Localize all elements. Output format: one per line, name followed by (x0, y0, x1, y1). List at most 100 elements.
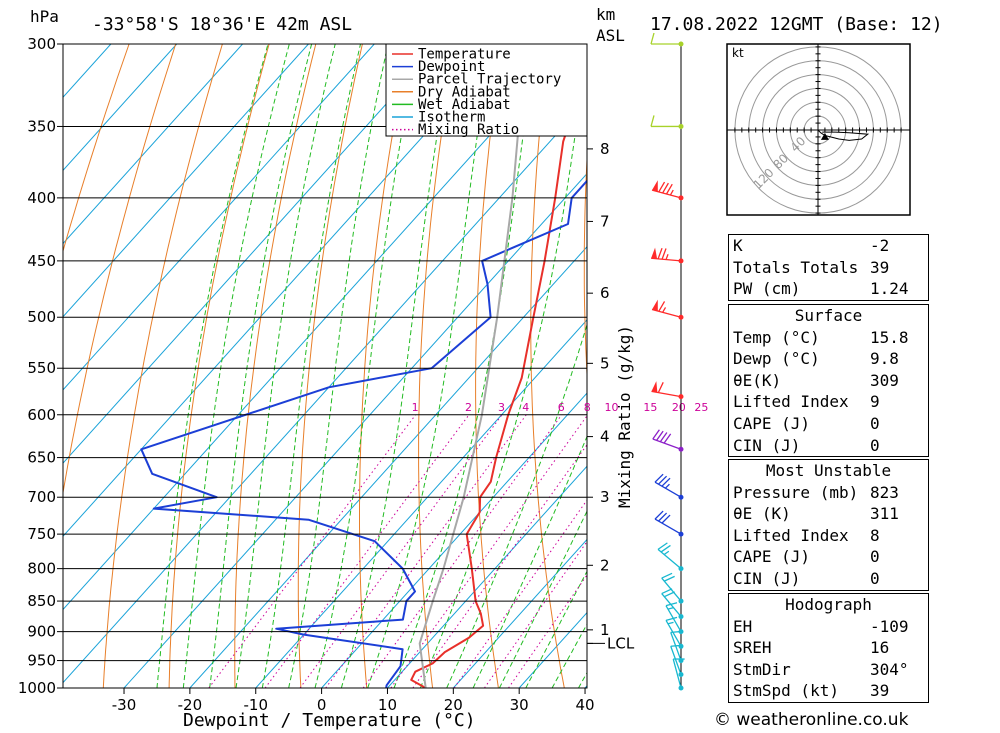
isotherm-line (63, 44, 309, 318)
copyright-link[interactable]: © weatheronline.co.uk (714, 710, 909, 730)
legend-label: Temperature (418, 47, 511, 63)
index-label: StmDir (733, 659, 791, 679)
wind-barb-shaft (670, 646, 682, 675)
index-label: θE (K) (733, 504, 791, 524)
surface-row: Dewp (°C) 9.8 (729, 348, 928, 370)
mixing-ratio-label: 6 (558, 401, 565, 414)
mixing-ratio-line (484, 540, 587, 688)
wind-barb-pennant (651, 247, 658, 259)
temperature-tick-label: -30 (112, 696, 137, 714)
index-label: Dewp (°C) (733, 349, 820, 369)
index-row-totals: Totals Totals 39 (729, 257, 928, 279)
wind-barb-feather (654, 473, 664, 483)
dry-adiabat-line (418, 44, 457, 688)
mixing-ratio-label: 15 (643, 401, 657, 414)
index-label: EH (733, 616, 753, 636)
height-unit-asl: ASL (596, 26, 625, 45)
wind-barb (651, 180, 684, 201)
hodo-row: StmDir 304° (729, 659, 928, 681)
wet-adiabat-line (288, 44, 389, 688)
wind-barb-feather (662, 307, 667, 313)
wind-barb (661, 572, 684, 604)
x-axis-title: Dewpoint / Temperature (°C) (183, 710, 476, 731)
wind-barb-shaft (672, 658, 682, 689)
height-tick-label: 6 (600, 284, 610, 302)
wind-barb (651, 299, 684, 320)
pressure-tick-label: 900 (27, 623, 56, 641)
index-value: 9.8 (870, 349, 899, 369)
wind-barb-feather (661, 248, 667, 260)
index-value: 8 (870, 525, 880, 545)
wind-barb-feather (664, 591, 675, 598)
hodograph-unit-label: kt (732, 46, 744, 60)
index-table-basic: K -2 Totals Totals 39 PW (cm) 1.24 (728, 234, 929, 301)
wind-barb-pennant (652, 299, 658, 312)
isotherm-line (63, 99, 587, 684)
index-label: SREH (733, 638, 772, 658)
pressure-tick-label: 600 (27, 406, 56, 424)
location-title: -33°58'S 18°36'E 42m ASL (92, 14, 352, 35)
index-value: 0 (870, 435, 880, 455)
wind-barb-feather (663, 550, 670, 556)
isotherm-line (387, 465, 587, 688)
wet-adiabat-line (209, 44, 313, 688)
wind-barb-feather (665, 254, 669, 260)
wet-adiabat-line (182, 44, 290, 688)
index-label: StmSpd (kt) (733, 681, 839, 701)
surface-title: Surface (794, 306, 863, 325)
index-label: Lifted Index (733, 525, 849, 545)
wind-barb (650, 115, 684, 129)
mixing-ratio-line (412, 443, 587, 688)
legend-label: Mixing Ratio (418, 122, 519, 138)
temperature-tick-label: 20 (444, 696, 463, 714)
legend-label: Parcel Trajectory (418, 72, 561, 88)
height-tick-label: 3 (600, 488, 610, 506)
wind-barb-feather (665, 602, 678, 607)
height-tick-label: 2 (600, 556, 610, 574)
index-label: θE(K) (733, 370, 782, 390)
wind-barb-feather (658, 301, 666, 312)
wind-barb-feather (667, 607, 674, 610)
index-value: 39 (870, 681, 890, 701)
isotherm-line (189, 246, 587, 688)
index-label: Lifted Index (733, 392, 849, 412)
wind-barb-feather (670, 630, 683, 634)
surface-row: θE(K) 309 (729, 370, 928, 392)
index-label: Totals Totals (733, 257, 859, 277)
wind-barb-pennant (652, 180, 658, 192)
wind-barb (661, 588, 684, 620)
index-label: K (733, 236, 743, 255)
pressure-tick-label: 500 (27, 308, 56, 326)
mixing-ratio-label: 2 (465, 401, 472, 414)
wind-barb-feather (661, 514, 671, 524)
wind-barb-shaft (652, 438, 682, 450)
wind-barb-feather (661, 572, 673, 579)
height-tick-label: 5 (600, 354, 610, 372)
isotherm-line (255, 319, 587, 688)
wind-barb-feather (658, 475, 668, 485)
wind-barb-feather (667, 621, 674, 625)
height-tick-label: LCL (607, 634, 635, 652)
wind-barb (650, 32, 684, 47)
index-value: 311 (870, 504, 899, 524)
wind-barb (670, 644, 684, 677)
wind-barb-feather (659, 432, 668, 443)
wind-barb-shaft (657, 548, 682, 570)
index-value: 9 (870, 392, 880, 412)
wind-barb-feather (652, 429, 660, 440)
mu-row: CIN (J) 0 (729, 568, 928, 590)
wind-barb-feather (657, 542, 668, 550)
hodograph-trace (817, 129, 870, 141)
wet-adiabat-line (472, 435, 587, 688)
mu-row: θE (K) 311 (729, 503, 928, 525)
wet-adiabat-line (156, 44, 269, 688)
index-table-hodograph: Hodograph EH -109 SREH 16 StmDir 304° StmSp… (728, 593, 929, 703)
index-label: CAPE (J) (733, 413, 811, 433)
wind-barb-shaft (651, 308, 682, 318)
temperature-tick-label: 40 (575, 696, 594, 714)
height-tick-label: 7 (600, 212, 610, 230)
surface-row: Lifted Index 9 (729, 391, 928, 413)
mixing-ratio-axis-title: Mixing Ratio (g/kg) (615, 325, 634, 508)
temperature-tick-label: 30 (510, 696, 529, 714)
